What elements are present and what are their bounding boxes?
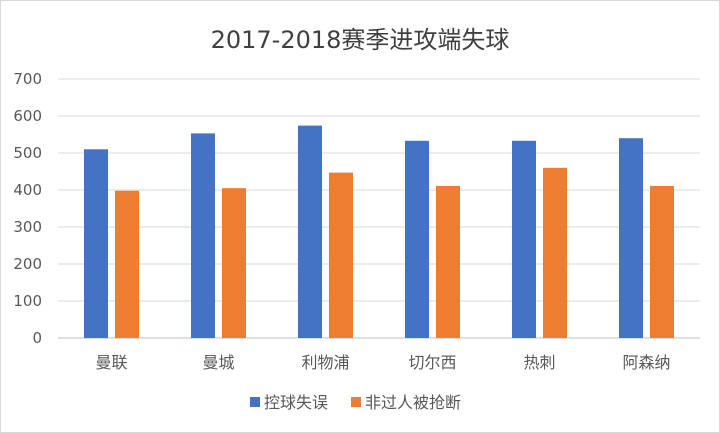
x-category-label: 切尔西 xyxy=(408,353,456,372)
bar-series1-2 xyxy=(298,125,322,339)
legend-label: 非过人被抢断 xyxy=(365,393,461,412)
x-category-label: 阿森纳 xyxy=(622,353,670,372)
bar-series2-4 xyxy=(543,167,567,338)
bar-series2-1 xyxy=(222,188,246,338)
legend: 控球失误 非过人被抢断 xyxy=(250,393,461,412)
y-tick-label: 100 xyxy=(13,292,42,310)
chart-title: 2017-2018赛季进攻端失球 xyxy=(211,26,510,54)
bar-series1-0 xyxy=(84,149,108,338)
gridlines xyxy=(58,78,700,339)
y-axis-ticks: 0 100 200 300 400 500 600 700 xyxy=(13,70,42,347)
bar-series1-3 xyxy=(405,140,429,338)
bar-series2-3 xyxy=(436,185,460,338)
bars xyxy=(84,125,674,339)
y-tick-label: 500 xyxy=(13,144,42,162)
legend-label: 控球失误 xyxy=(264,393,328,412)
y-tick-label: 600 xyxy=(13,107,42,125)
y-tick-label: 400 xyxy=(13,181,42,199)
bar-series1-1 xyxy=(191,133,215,338)
y-tick-label: 0 xyxy=(32,329,42,347)
x-category-label: 曼城 xyxy=(202,353,234,372)
bar-series1-5 xyxy=(619,138,643,338)
bar-series2-2 xyxy=(329,172,353,338)
y-tick-label: 200 xyxy=(13,255,42,273)
legend-swatch xyxy=(351,397,361,407)
x-category-label: 热刺 xyxy=(523,353,555,372)
bar-series2-0 xyxy=(115,190,139,338)
bar-series2-5 xyxy=(650,185,674,338)
bar-series1-4 xyxy=(512,140,536,338)
y-tick-label: 700 xyxy=(13,70,42,88)
y-tick-label: 300 xyxy=(13,218,42,236)
legend-swatch xyxy=(250,397,260,407)
x-axis-categories: 曼联 曼城 利物浦 切尔西 热刺 阿森纳 xyxy=(95,353,670,372)
x-category-label: 曼联 xyxy=(95,353,127,372)
x-category-label: 利物浦 xyxy=(301,353,349,372)
